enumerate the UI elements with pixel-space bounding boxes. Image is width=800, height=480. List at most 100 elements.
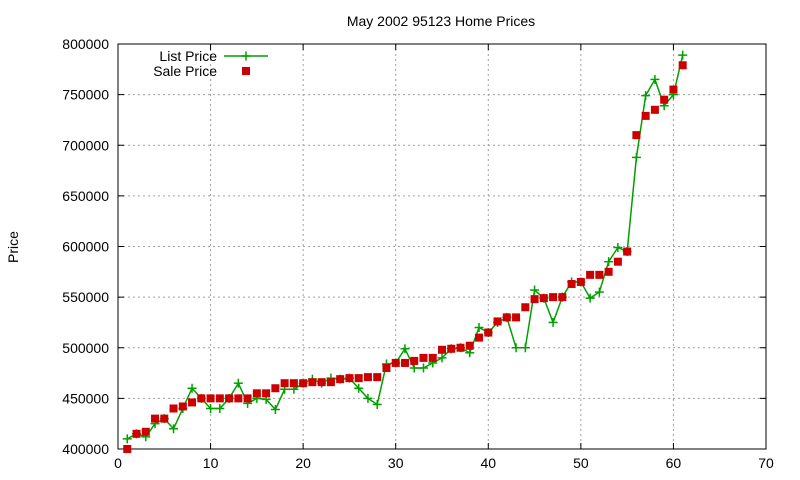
list-price-point — [650, 74, 660, 84]
y-tick-label: 450000 — [62, 390, 109, 406]
list-price-point — [594, 287, 604, 297]
sale-price-point — [493, 317, 502, 326]
x-tick-label: 70 — [758, 455, 774, 471]
list-price-point — [511, 343, 521, 353]
sale-price-point — [438, 345, 446, 354]
sale-price-point — [289, 379, 298, 388]
list-price-point — [400, 344, 410, 354]
sale-price-point — [410, 356, 419, 365]
sale-price-point — [595, 270, 604, 279]
series-layer — [122, 50, 688, 453]
sale-price-point — [632, 131, 641, 140]
list-price-point — [631, 152, 641, 162]
sale-price-point — [326, 378, 335, 387]
sale-price-point — [400, 358, 409, 367]
sale-price-point — [484, 328, 493, 337]
sale-price-point — [391, 358, 400, 367]
sale-price-point — [197, 394, 206, 403]
list-price-point — [520, 343, 530, 353]
sale-price-point — [206, 394, 215, 403]
x-tick-label: 50 — [573, 455, 589, 471]
sale-price-point — [669, 85, 678, 94]
sale-price-point — [539, 294, 548, 303]
list-price-point — [678, 50, 688, 60]
sale-price-point — [188, 398, 197, 407]
list-price-point — [270, 405, 280, 415]
sale-price-point — [428, 353, 437, 362]
x-tick-label: 0 — [114, 455, 122, 471]
sale-price-point — [243, 394, 252, 403]
legend: List Price Sale Price — [153, 48, 268, 79]
list-price-point — [418, 363, 428, 373]
sale-price-point — [678, 61, 687, 70]
list-price-point — [548, 317, 558, 327]
x-axis-ticks: 0 10 20 30 40 50 60 70 — [114, 44, 774, 471]
sale-price-point — [317, 378, 326, 387]
list-price-point — [409, 363, 419, 373]
sale-price-point — [308, 378, 317, 387]
sale-price-point — [456, 343, 465, 352]
list-price-point — [187, 383, 197, 393]
sale-price-point — [280, 379, 289, 388]
y-tick-label: 700000 — [62, 137, 109, 153]
legend-label-list-price: List Price — [159, 48, 217, 64]
list-price-point — [372, 399, 382, 409]
sale-price-point — [447, 344, 456, 353]
legend-label-sale-price: Sale Price — [153, 63, 217, 79]
sale-price-point — [225, 394, 234, 403]
sale-price-point — [558, 293, 567, 302]
sale-price-point — [354, 374, 363, 383]
sale-price-point — [299, 379, 308, 388]
sale-price-point — [132, 429, 141, 438]
sale-price-point — [512, 313, 521, 322]
list-price-point — [604, 257, 614, 267]
sale-price-point — [502, 313, 511, 322]
list-price-point — [465, 348, 475, 358]
list-price-point — [363, 393, 373, 403]
sale-price-point — [336, 375, 345, 384]
list-price-point — [206, 404, 216, 413]
sale-price-point — [549, 293, 558, 302]
sale-price-point — [141, 427, 150, 436]
x-tick-label: 30 — [388, 455, 404, 471]
list-price-point — [474, 323, 484, 332]
y-tick-label: 650000 — [62, 188, 109, 204]
list-price-point — [437, 353, 447, 363]
list-price-point — [641, 91, 651, 101]
grid — [118, 44, 766, 449]
sale-price-point — [215, 394, 224, 403]
sale-price-point — [567, 279, 576, 288]
x-tick-label: 10 — [203, 455, 219, 471]
sale-price-point — [641, 111, 650, 120]
y-tick-label: 550000 — [62, 289, 109, 305]
legend-sale-price-marker — [242, 67, 250, 75]
x-tick-label: 60 — [666, 455, 682, 471]
list-price-point — [122, 434, 132, 444]
list-price-point — [613, 243, 623, 253]
list-price-point — [585, 293, 595, 303]
sale-price-point — [345, 374, 354, 383]
sale-price-point — [234, 394, 243, 403]
list-price-point — [169, 424, 179, 434]
sale-price-point — [262, 389, 271, 398]
sale-price-point — [151, 414, 160, 423]
sale-price-point — [521, 303, 530, 312]
sale-price-point — [530, 295, 539, 304]
sale-price-point — [169, 404, 178, 413]
sale-price-point — [373, 373, 382, 382]
y-axis-ticks: 400000 450000 500000 550000 600000 650000 7000… — [62, 36, 766, 457]
list-price-point — [233, 378, 243, 388]
legend-list-price-marker — [241, 51, 251, 61]
sale-price-point — [160, 414, 169, 423]
sale-price-point — [475, 333, 484, 342]
y-tick-label: 600000 — [62, 239, 109, 255]
sale-price-point — [586, 270, 595, 279]
sale-price-point — [178, 402, 187, 411]
sale-price-point — [650, 105, 659, 114]
chart-title: May 2002 95123 Home Prices — [347, 13, 535, 29]
y-tick-label: 400000 — [62, 441, 109, 457]
list-price-point — [354, 383, 364, 393]
sale-price-point — [363, 373, 372, 382]
sale-price-point — [123, 445, 132, 453]
list-price-point — [215, 404, 225, 413]
